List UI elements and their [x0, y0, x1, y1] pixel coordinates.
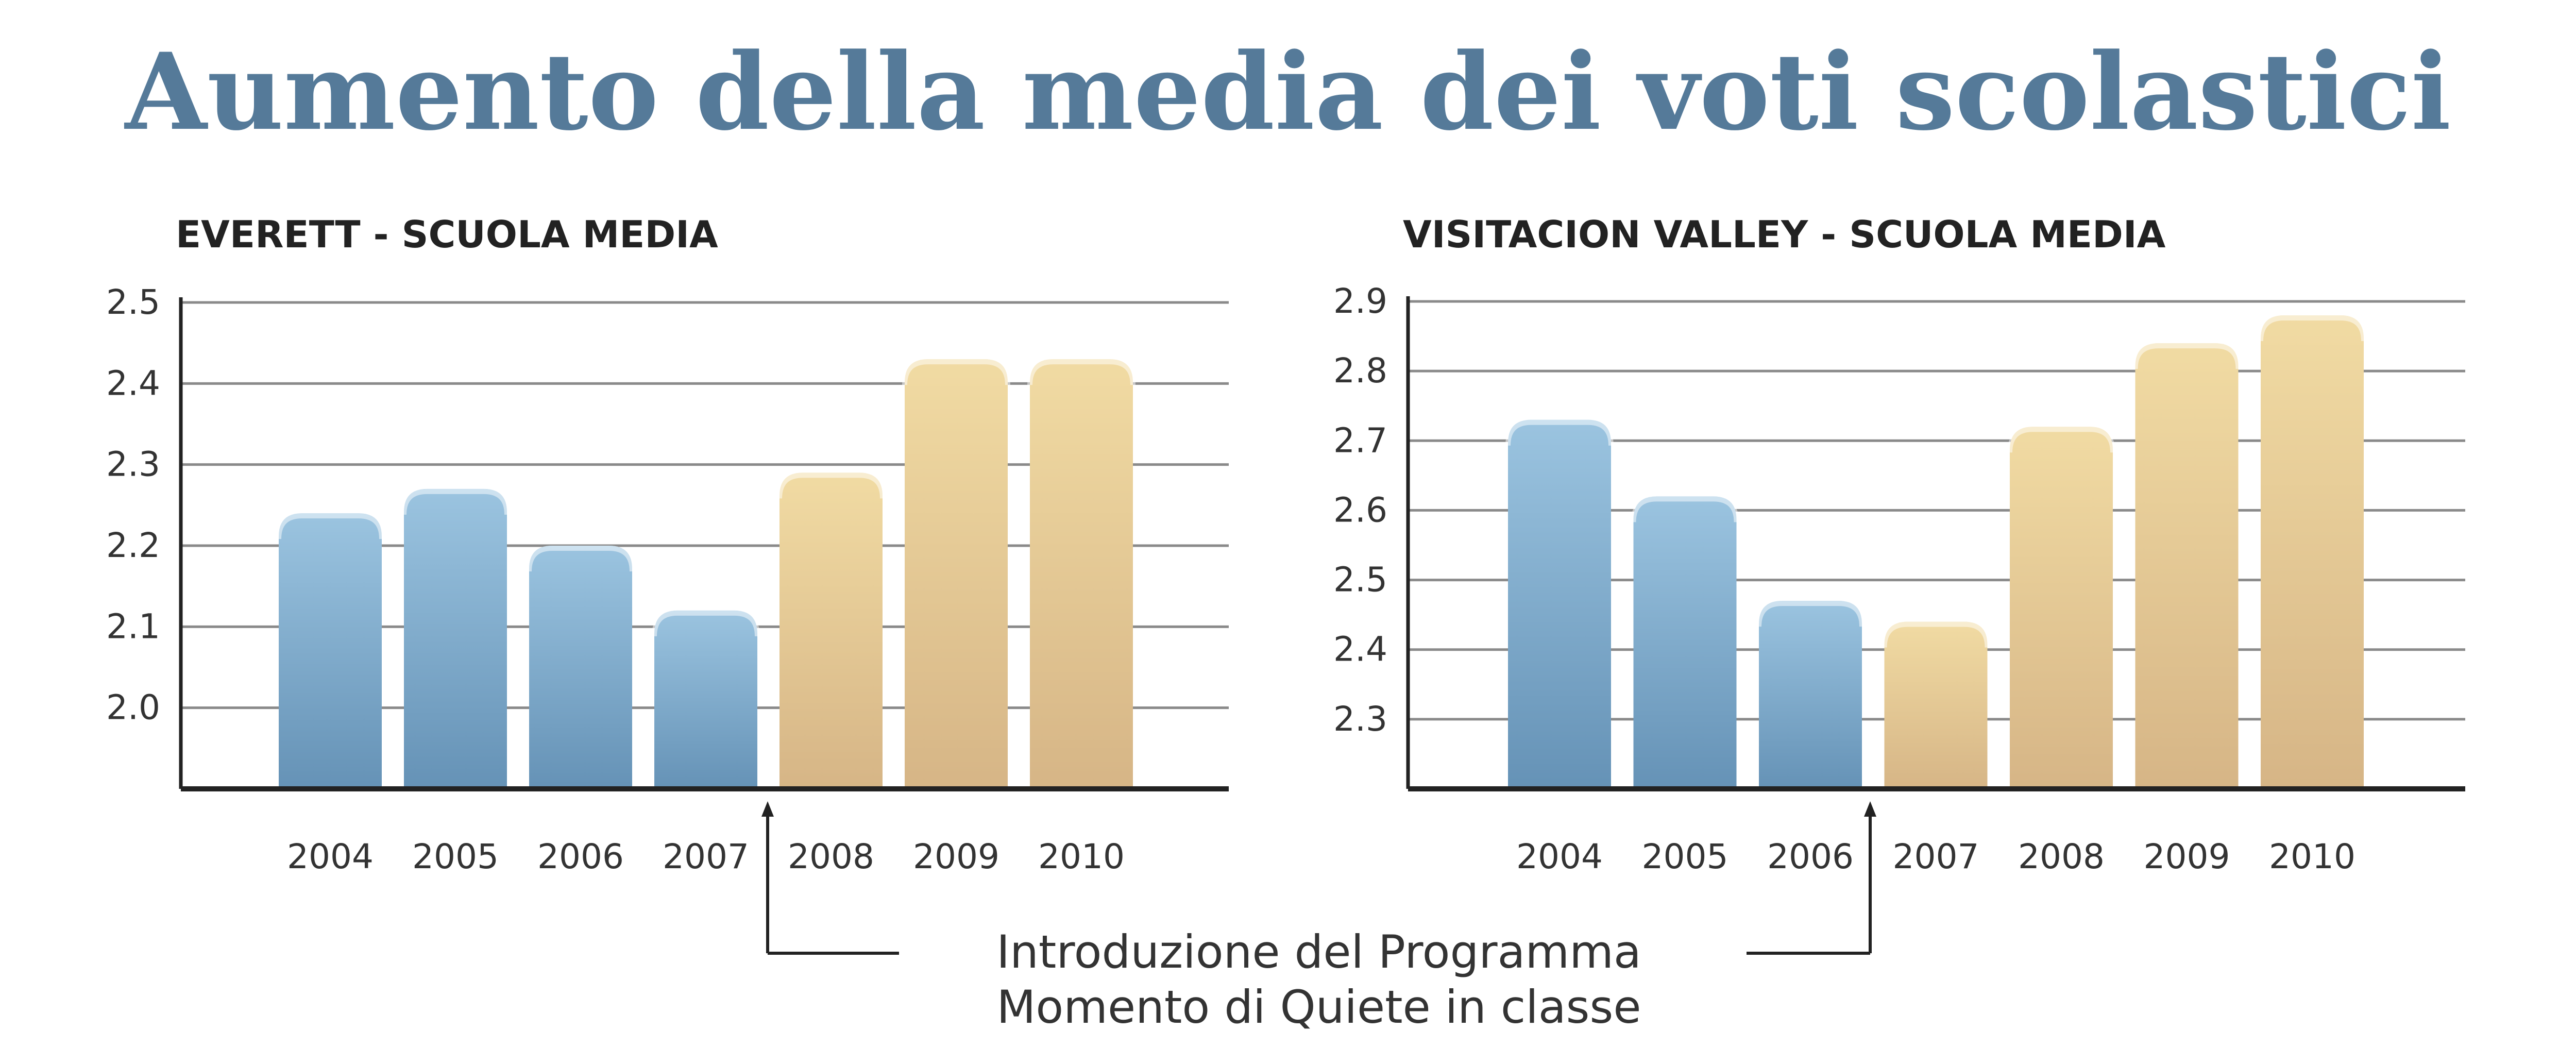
x-tick-label: 2006: [1767, 837, 1854, 876]
bar: [279, 513, 382, 789]
bar-highlight: [777, 472, 885, 499]
bar-highlight: [902, 359, 1010, 385]
bar-2008: [2007, 427, 2115, 789]
y-tick-label: 2.3: [106, 445, 160, 484]
bar: [2261, 315, 2364, 789]
x-tick-label: 2004: [1516, 837, 1603, 876]
y-tick-label: 2.0: [106, 688, 160, 728]
bar: [779, 472, 883, 789]
bar-2005: [1631, 496, 1739, 789]
bar-highlight: [652, 610, 760, 637]
bar-highlight: [1027, 359, 1136, 385]
bar: [1759, 601, 1862, 789]
y-tick-label: 2.5: [1333, 560, 1387, 600]
y-tick-label: 2.7: [1333, 420, 1387, 460]
y-tick-label: 2.8: [1333, 351, 1387, 391]
x-tick-label: 2007: [663, 837, 749, 876]
bar-2010: [1027, 359, 1136, 789]
y-tick-label: 2.5: [106, 282, 160, 322]
bar: [2135, 343, 2239, 789]
bar-2008: [777, 472, 885, 789]
y-tick-label: 2.1: [106, 606, 160, 646]
x-tick-label: 2005: [412, 837, 499, 876]
chart-title: VISITACION VALLEY - SCUOLA MEDIA: [1403, 213, 2166, 256]
bar-highlight: [276, 513, 384, 539]
chart-visitacion-valley: VISITACION VALLEY - SCUOLA MEDIA 2.3 2.4 2.…: [1333, 213, 2465, 876]
bar: [1633, 496, 1737, 789]
bar-highlight: [1756, 601, 1865, 627]
bar-highlight: [2007, 427, 2115, 453]
bar-2010: [2258, 315, 2366, 789]
bar: [905, 359, 1008, 789]
bar: [529, 546, 632, 789]
x-tick-label: 2010: [2269, 837, 2355, 876]
arrow-up-icon: [761, 801, 774, 817]
bar: [1030, 359, 1133, 789]
x-tick-label: 2010: [1038, 837, 1125, 876]
bar-highlight: [1631, 496, 1739, 522]
x-tick-label: 2009: [913, 837, 999, 876]
y-tick-label: 2.2: [106, 526, 160, 565]
bar-2005: [401, 488, 510, 789]
y-tick-label: 2.9: [1333, 281, 1387, 321]
bar-highlight: [527, 546, 635, 572]
bar: [2010, 427, 2113, 789]
x-tick-label: 2004: [287, 837, 374, 876]
bar-2006: [1756, 601, 1865, 789]
annotation-line1: Introduzione del Programma: [996, 925, 1641, 978]
bar: [1508, 419, 1611, 789]
bar-highlight: [1882, 621, 1990, 648]
x-tick-label: 2009: [2144, 837, 2230, 876]
y-tick-label: 2.4: [106, 363, 160, 403]
x-tick-label: 2006: [537, 837, 624, 876]
arrow-up-icon: [1864, 801, 1876, 817]
bar-2007: [652, 610, 760, 789]
y-tick-label: 2.4: [1333, 630, 1387, 669]
chart-title: EVERETT - SCUOLA MEDIA: [176, 213, 718, 256]
bar-2007: [1882, 621, 1990, 789]
x-tick-label: 2008: [788, 837, 874, 876]
bar-2009: [2132, 343, 2241, 789]
x-tick-label: 2008: [2018, 837, 2105, 876]
x-tick-label: 2005: [1642, 837, 1728, 876]
bar-2009: [902, 359, 1010, 789]
bar-2004: [1505, 419, 1614, 789]
bar-highlight: [2132, 343, 2241, 369]
y-tick-label: 2.3: [1333, 699, 1387, 739]
annotation-line2: Momento di Quiete in classe: [996, 981, 1641, 1034]
page-title: Aumento della media dei voti scolastici: [124, 30, 2451, 154]
x-tick-label: 2007: [1893, 837, 1979, 876]
bar: [1884, 621, 1988, 789]
bar: [404, 488, 507, 789]
annotation: Introduzione del Programma Momento di Qu…: [761, 801, 1876, 1034]
bar-highlight: [2258, 315, 2366, 342]
bar-highlight: [1505, 419, 1614, 446]
bar-2004: [276, 513, 384, 789]
bar-2006: [527, 546, 635, 789]
bar-highlight: [401, 488, 510, 515]
y-tick-label: 2.6: [1333, 490, 1387, 530]
chart-everett: EVERETT - SCUOLA MEDIA 2.0 2.1 2.2 2.3 2.4 2.5…: [106, 213, 1229, 876]
bar: [654, 610, 757, 789]
